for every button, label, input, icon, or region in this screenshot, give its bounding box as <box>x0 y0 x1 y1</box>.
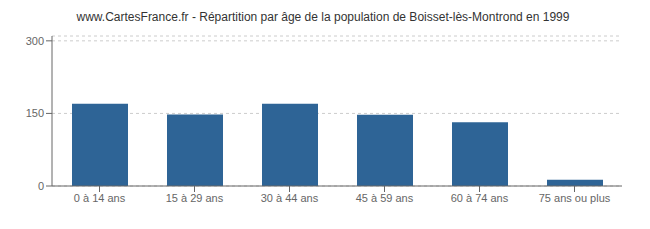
svg-text:0: 0 <box>38 180 44 192</box>
svg-text:15 à 29 ans: 15 à 29 ans <box>166 192 224 204</box>
svg-text:0 à 14 ans: 0 à 14 ans <box>74 192 126 204</box>
svg-text:75 ans ou plus: 75 ans ou plus <box>539 192 611 204</box>
svg-text:60 à 74 ans: 60 à 74 ans <box>451 192 509 204</box>
html-text:www.CartesFrance.fr - Répartit: www.CartesFrance.fr - Répartition par âg… <box>76 10 570 24</box>
svg-text:150: 150 <box>26 107 44 119</box>
svg-text:45 à 59 ans: 45 à 59 ans <box>356 192 414 204</box>
svg-text:30 à 44 ans: 30 à 44 ans <box>261 192 319 204</box>
svg-text:300: 300 <box>26 35 44 47</box>
